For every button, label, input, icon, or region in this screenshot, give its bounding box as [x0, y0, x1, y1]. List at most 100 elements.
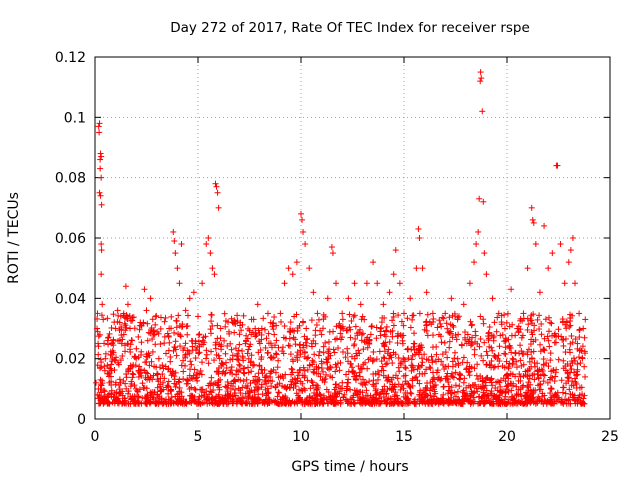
data-point: [505, 336, 512, 343]
data-point: [161, 340, 168, 347]
data-point: [119, 352, 126, 359]
data-point: [409, 362, 416, 369]
data-point: [233, 367, 240, 374]
data-point: [131, 325, 138, 332]
data-point: [431, 388, 438, 395]
data-point: [446, 338, 453, 345]
data-point: [272, 398, 279, 405]
data-point: [456, 375, 463, 382]
data-point: [384, 377, 391, 384]
data-point: [110, 311, 117, 318]
data-point: [518, 393, 525, 400]
data-point: [438, 323, 445, 330]
y-tick-label: 0.04: [55, 291, 86, 307]
data-point: [310, 289, 317, 296]
data-point: [236, 361, 243, 368]
data-point: [514, 399, 521, 406]
data-point: [559, 336, 566, 343]
data-point: [358, 331, 365, 338]
data-point: [364, 392, 371, 399]
data-point: [473, 372, 480, 379]
data-point: [240, 378, 247, 385]
data-point: [140, 319, 147, 326]
data-point: [481, 385, 488, 392]
data-point: [570, 382, 577, 389]
data-point: [424, 332, 431, 339]
data-point: [213, 393, 220, 400]
x-tick-label: 5: [194, 429, 203, 445]
data-point: [301, 367, 308, 374]
data-point: [437, 320, 444, 327]
data-point: [163, 350, 170, 357]
data-point: [373, 335, 380, 342]
data-point: [160, 365, 167, 372]
data-point: [138, 322, 145, 329]
data-point: [502, 344, 509, 351]
data-point: [186, 348, 193, 355]
data-point: [474, 361, 481, 368]
data-point: [108, 358, 115, 365]
data-point: [98, 364, 105, 371]
data-point: [188, 361, 195, 368]
data-point: [355, 347, 362, 354]
data-point: [513, 364, 520, 371]
data-point: [537, 341, 544, 348]
data-point: [235, 385, 242, 392]
data-point: [456, 370, 463, 377]
data-point: [479, 375, 486, 382]
data-point: [98, 241, 105, 248]
data-point: [574, 361, 581, 368]
data-point: [205, 235, 212, 241]
data-point: [253, 332, 260, 339]
data-point: [536, 289, 543, 296]
data-point: [280, 350, 287, 357]
data-point: [268, 344, 275, 351]
data-point: [509, 355, 516, 362]
data-point: [271, 331, 278, 338]
data-point: [527, 387, 534, 394]
data-point: [489, 295, 496, 302]
data-point: [439, 314, 446, 321]
data-point: [315, 370, 322, 377]
data-point: [400, 373, 407, 380]
data-point: [239, 384, 246, 391]
data-point: [501, 350, 508, 357]
data-point: [275, 344, 282, 351]
data-point: [264, 350, 271, 357]
data-point: [576, 354, 583, 361]
data-point: [490, 334, 497, 341]
data-point: [528, 329, 535, 336]
data-point: [157, 341, 164, 348]
data-point: [271, 399, 278, 406]
data-point: [139, 380, 146, 387]
data-point: [546, 343, 553, 350]
data-point: [551, 339, 558, 346]
data-point: [475, 383, 482, 390]
data-point: [439, 351, 446, 358]
data-point: [384, 386, 391, 393]
data-point: [565, 259, 572, 266]
data-point: [165, 366, 172, 373]
data-point: [356, 399, 363, 406]
data-point: [254, 377, 261, 384]
data-point: [552, 330, 559, 337]
data-point: [454, 388, 461, 395]
data-point: [353, 377, 360, 384]
data-point: [236, 331, 243, 338]
data-point: [318, 396, 325, 403]
data-point: [504, 382, 511, 389]
data-point: [317, 400, 324, 407]
data-point: [404, 389, 411, 396]
data-point: [241, 365, 248, 372]
data-point: [172, 383, 179, 390]
data-point: [283, 385, 290, 392]
data-point: [258, 325, 265, 332]
data-point: [446, 314, 453, 321]
data-point: [565, 378, 572, 385]
data-point: [579, 354, 586, 361]
data-point: [252, 333, 259, 340]
data-point: [249, 394, 256, 401]
data-point: [380, 390, 387, 397]
data-point: [460, 301, 467, 308]
data-point: [419, 265, 426, 272]
